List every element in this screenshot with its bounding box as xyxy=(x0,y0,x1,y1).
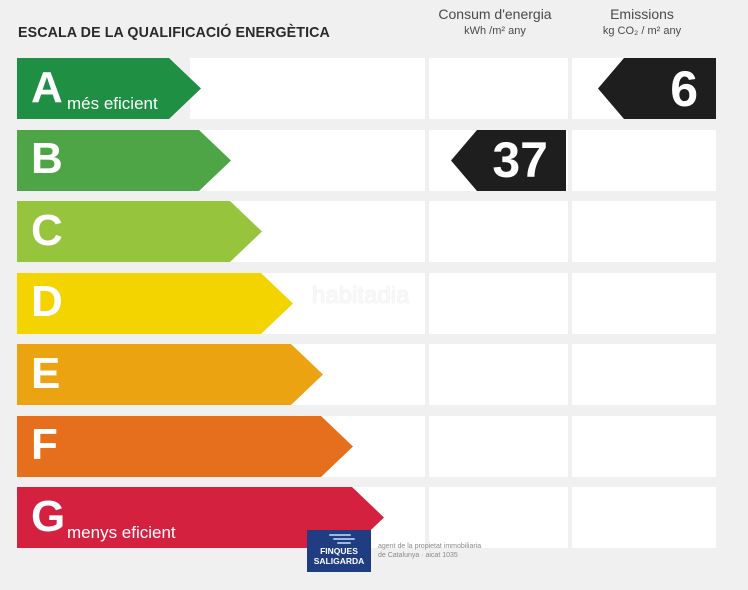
energy-rating-marker: 37 xyxy=(451,129,566,191)
page-title: ESCALA DE LA QUALIFICACIÓ ENERGÈTICA xyxy=(18,24,330,41)
emissions-column-header: Emissions kg CO₂ / m² any xyxy=(572,6,712,37)
grade-letter: E xyxy=(31,348,61,398)
energy-cell xyxy=(429,58,568,119)
emissions-column-label: Emissions xyxy=(610,6,674,22)
grade-letter: A xyxy=(31,62,63,112)
emissions-cell xyxy=(572,129,716,191)
energy-column-header: Consum d'energia kWh /m² any xyxy=(425,6,565,37)
emissions-column-unit: kg CO₂ / m² any xyxy=(602,25,682,37)
row-band xyxy=(190,58,425,119)
energy-cell xyxy=(429,344,568,405)
emissions-rating-value: 6 xyxy=(670,60,698,117)
grade-sublabel: més eficient xyxy=(67,94,158,113)
agency-logo: FINQUES SALIGARDA xyxy=(307,530,371,572)
energy-rating-value: 37 xyxy=(492,132,548,188)
agent-text-line-1: agent de la propietat immobiliaria xyxy=(378,543,482,550)
grade-arrow-d: D xyxy=(17,272,293,334)
energy-column-label: Consum d'energia xyxy=(438,6,552,22)
grade-letter: C xyxy=(31,205,63,255)
agent-text: agent de la propietat immobiliaria de Ca… xyxy=(378,542,481,560)
emissions-rating-marker: 6 xyxy=(598,58,716,119)
logo-line-1: FINQUES xyxy=(320,546,358,556)
energy-cell xyxy=(429,487,568,548)
energy-column-unit: kWh /m² any xyxy=(464,25,526,37)
logo-line-2: SALIGARDA xyxy=(313,556,365,566)
watermark: habitadia xyxy=(312,282,410,309)
grade-arrow-b: B xyxy=(17,129,231,191)
grade-letter: G xyxy=(31,491,66,541)
grade-sublabel: menys eficient xyxy=(67,523,176,542)
emissions-cell xyxy=(572,344,716,405)
grade-arrow-c: C xyxy=(17,201,262,262)
emissions-cell xyxy=(572,487,716,548)
grade-arrow-f: F xyxy=(17,415,353,477)
emissions-cell xyxy=(572,201,716,262)
logo-mark xyxy=(307,530,371,546)
grade-arrow-e: E xyxy=(17,344,323,405)
grade-letter: B xyxy=(31,134,63,184)
grade-letter: D xyxy=(31,277,63,327)
energy-cell xyxy=(429,201,568,262)
energy-cell xyxy=(429,272,568,334)
emissions-cell xyxy=(572,415,716,477)
agent-text-line-2: de Catalunya · aicat 1035 xyxy=(378,552,458,559)
grade-letter: F xyxy=(31,420,58,470)
energy-cell xyxy=(429,415,568,477)
emissions-cell xyxy=(572,272,716,334)
